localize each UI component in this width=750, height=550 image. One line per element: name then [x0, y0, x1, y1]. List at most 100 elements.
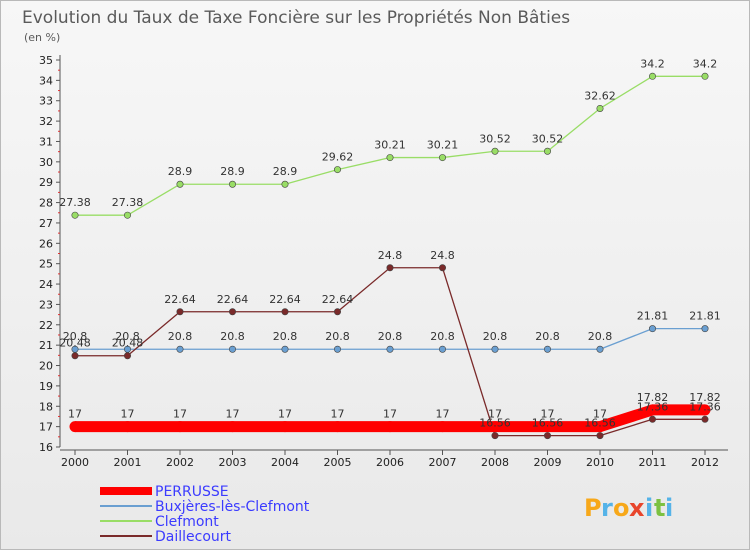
data-label: 17 — [488, 408, 502, 421]
data-point — [174, 421, 186, 433]
x-tick-label: 2002 — [166, 456, 194, 469]
y-tick-label: 16 — [39, 441, 53, 454]
data-point — [124, 211, 132, 219]
data-label: 29.62 — [322, 151, 354, 164]
x-tick-label: 2003 — [219, 456, 247, 469]
data-point — [333, 308, 341, 316]
y-tick-label: 21 — [39, 339, 53, 352]
y-tick-label: 18 — [39, 400, 53, 413]
data-label: 27.38 — [112, 196, 144, 209]
data-point — [596, 432, 604, 440]
logo-letter: r — [601, 494, 613, 522]
data-point — [71, 352, 79, 360]
data-point — [122, 421, 133, 433]
data-point — [229, 345, 237, 353]
data-label: 20.8 — [115, 330, 140, 343]
data-point — [229, 180, 237, 188]
x-tick-label: 2007 — [429, 456, 457, 469]
logo-letter: i — [645, 494, 653, 522]
y-tick-label: 17 — [39, 421, 53, 434]
data-point — [543, 147, 551, 155]
data-point — [384, 421, 396, 433]
y-tick-label: 35 — [39, 54, 53, 67]
data-label: 22.64 — [322, 293, 354, 306]
data-label: 17 — [383, 408, 397, 421]
data-label: 30.21 — [374, 139, 406, 152]
data-label: 17.82 — [637, 391, 669, 404]
legend: PERRUSSEBuxjères-lès-ClefmontClefmontDai… — [100, 484, 310, 545]
data-label: 20.8 — [273, 330, 298, 343]
legend-label: Buxjères-lès-Clefmont — [155, 499, 310, 515]
y-tick-label: 31 — [39, 135, 53, 148]
x-tick-label: 2001 — [114, 456, 142, 469]
series-layer — [69, 72, 711, 440]
x-tick-label: 2010 — [586, 456, 614, 469]
data-label: 20.8 — [430, 330, 455, 343]
data-point — [648, 72, 656, 80]
data-label: 16.56 — [479, 417, 511, 430]
data-label: 17.36 — [689, 400, 721, 413]
data-point — [701, 72, 709, 80]
data-label: 28.9 — [168, 165, 193, 178]
y-tick-label: 30 — [39, 156, 53, 169]
legend-label: Daillecourt — [155, 529, 232, 545]
data-label: 20.8 — [325, 330, 350, 343]
x-tick-label: 2008 — [481, 456, 509, 469]
data-point — [332, 421, 343, 433]
data-label: 16.56 — [584, 417, 616, 430]
y-tick-label: 29 — [39, 176, 53, 189]
chart-title: Evolution du Taux de Taxe Foncière sur l… — [22, 8, 570, 28]
logo-letter: t — [654, 494, 665, 522]
data-point — [281, 345, 289, 353]
x-tick-label: 2000 — [61, 456, 89, 469]
data-point — [176, 308, 184, 316]
data-label: 21.81 — [689, 310, 721, 323]
data-label: 34.2 — [640, 57, 665, 70]
y-tick-label: 32 — [39, 115, 53, 128]
y-tick-label: 28 — [39, 197, 53, 210]
x-tick-label: 2011 — [639, 456, 667, 469]
data-label: 32.62 — [584, 89, 616, 102]
logo-letter: i — [665, 494, 673, 522]
data-point — [281, 180, 289, 188]
data-point — [333, 166, 341, 174]
y-axis-unit: (en %) — [24, 31, 60, 44]
y-tick-label: 26 — [39, 237, 53, 250]
data-point — [124, 352, 132, 360]
data-point — [438, 264, 446, 272]
x-tick-label: 2004 — [271, 456, 299, 469]
x-tick-label: 2009 — [534, 456, 562, 469]
logo-letter: x — [629, 494, 645, 522]
data-point — [229, 308, 237, 316]
data-label: 17 — [68, 408, 82, 421]
data-point — [386, 264, 394, 272]
data-label: 28.9 — [220, 165, 245, 178]
data-point — [386, 345, 394, 353]
x-tick-label: 2012 — [691, 456, 719, 469]
data-point — [333, 345, 341, 353]
x-tick-label: 2006 — [376, 456, 404, 469]
data-point — [279, 421, 291, 433]
logo-letter: P — [584, 494, 602, 522]
data-point — [594, 421, 606, 433]
data-point — [701, 325, 709, 333]
y-tick-label: 19 — [39, 380, 53, 393]
data-point — [648, 415, 656, 423]
data-point — [647, 404, 658, 416]
y-tick-label: 27 — [39, 217, 53, 230]
data-label: 20.8 — [63, 330, 88, 343]
data-label: 21.81 — [637, 310, 669, 323]
data-label: 24.8 — [378, 249, 403, 262]
y-tick-label: 25 — [39, 258, 53, 271]
legend-label: Clefmont — [155, 514, 219, 530]
data-point — [227, 421, 238, 433]
data-label: 20.8 — [220, 330, 245, 343]
y-tick-label: 34 — [39, 74, 53, 87]
data-point — [543, 345, 551, 353]
data-label: 24.8 — [430, 249, 455, 262]
data-label: 28.9 — [273, 165, 298, 178]
data-label: 16.56 — [532, 417, 564, 430]
data-point — [281, 308, 289, 316]
